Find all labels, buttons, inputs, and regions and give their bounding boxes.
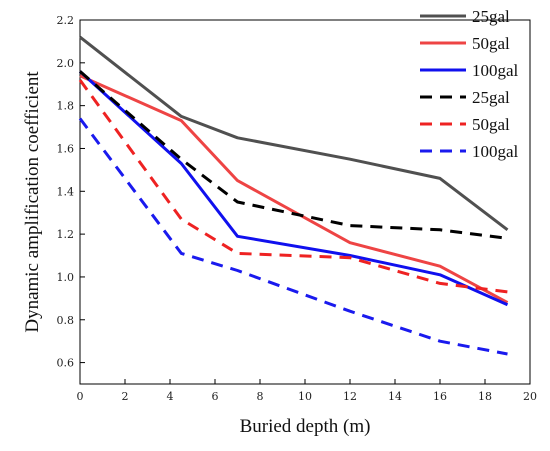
y-tick-label: 1.8: [57, 100, 75, 113]
series-line-100gal-dashed: [78, 117, 508, 356]
x-tick-label: 8: [257, 390, 264, 403]
y-tick-label: 1.0: [57, 271, 75, 284]
series-line-25gal-dashed: [79, 70, 508, 240]
legend: 25gal 50gal 100gal 25gal 50gal 100gal: [420, 7, 519, 161]
series-layer: [78, 35, 509, 356]
x-tick-label: 18: [478, 390, 492, 403]
y-tick-label: 1.4: [57, 185, 75, 198]
x-axis-label: Buried depth (m): [240, 416, 371, 437]
y-tick-label: 1.2: [57, 228, 75, 241]
y-tick-label: 0.6: [57, 357, 75, 370]
legend-label: 100gal: [472, 61, 519, 80]
x-tick-label: 16: [433, 390, 447, 403]
x-axis-ticks: 0 2 4 6 8 10 12 14 16 18 20: [77, 379, 537, 403]
y-tick-label: 2.2: [57, 14, 75, 27]
plot-border: [79, 19, 531, 385]
y-axis-label: Dynamic amplification coefficient: [22, 71, 43, 333]
legend-label: 100gal: [472, 142, 519, 161]
y-tick-label: 2.0: [57, 57, 75, 70]
x-tick-label: 0: [77, 390, 84, 403]
series-line-25gal-solid: [79, 35, 509, 231]
x-tick-label: 6: [212, 390, 219, 403]
series-line-50gal-dashed: [78, 79, 508, 294]
y-tick-label: 0.8: [57, 314, 75, 327]
x-tick-label: 12: [343, 390, 357, 403]
legend-label: 25gal: [472, 88, 510, 107]
y-axis-ticks: 0.6 0.8 1.0 1.2 1.4 1.6 1.8 2.0 2.2: [57, 14, 85, 370]
x-tick-label: 14: [388, 390, 402, 403]
x-tick-label: 2: [122, 390, 129, 403]
y-tick-label: 1.6: [57, 142, 75, 155]
x-tick-label: 10: [298, 390, 312, 403]
plot-frame: [79, 19, 531, 385]
x-tick-label: 4: [167, 390, 174, 403]
series-line-100gal-solid: [78, 70, 509, 307]
legend-label: 50gal: [472, 115, 510, 134]
x-tick-label: 20: [523, 390, 537, 403]
legend-label: 25gal: [472, 7, 510, 26]
series-line-50gal-solid: [79, 74, 509, 304]
legend-label: 50gal: [472, 34, 510, 53]
